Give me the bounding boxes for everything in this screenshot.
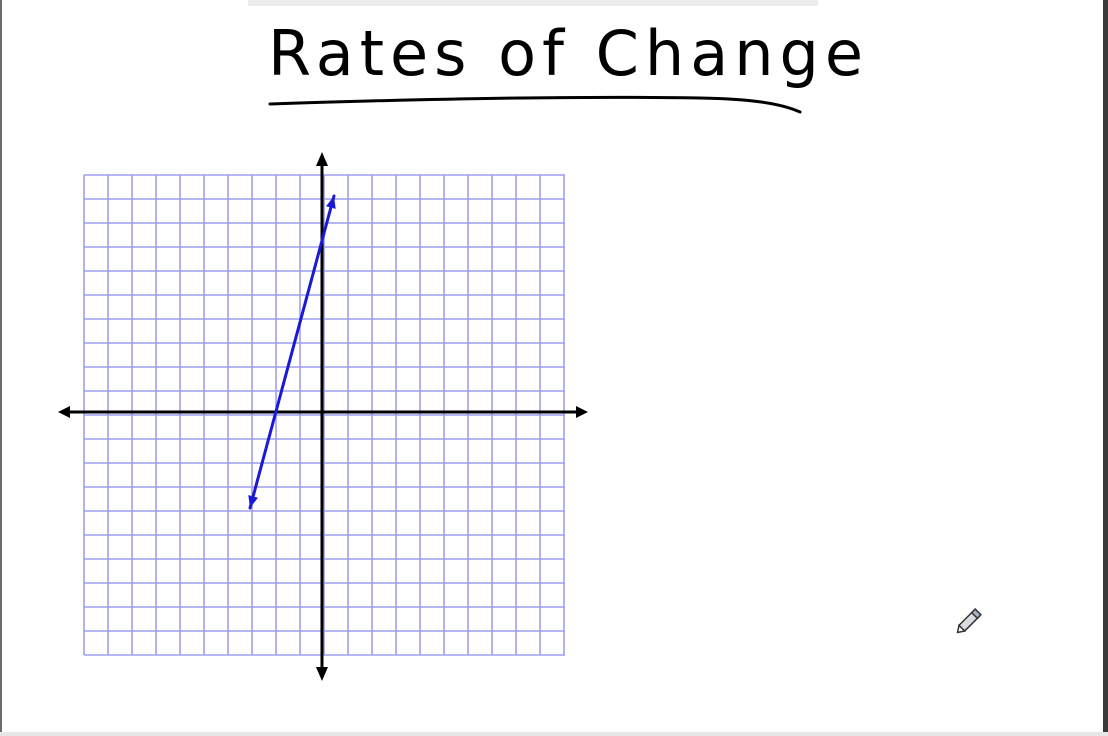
window-edge-left <box>0 0 2 736</box>
window-edge-bottom <box>0 732 1108 736</box>
window-edge-right <box>1103 0 1108 736</box>
grid-lines <box>83 174 565 656</box>
plotted-line-segment <box>248 194 336 510</box>
window-edge-top <box>248 0 818 6</box>
y-axis-arrow-down <box>316 667 328 681</box>
board-title: Rates of Change <box>268 17 870 90</box>
y-axis-arrow-up <box>316 152 328 166</box>
line-arrow-top <box>326 196 336 209</box>
plotted-line <box>248 194 336 510</box>
x-axis-arrow-left <box>58 406 70 418</box>
x-axis-arrow-right <box>576 406 588 418</box>
line-arrow-bottom <box>248 495 258 508</box>
pencil-icon <box>956 608 982 634</box>
